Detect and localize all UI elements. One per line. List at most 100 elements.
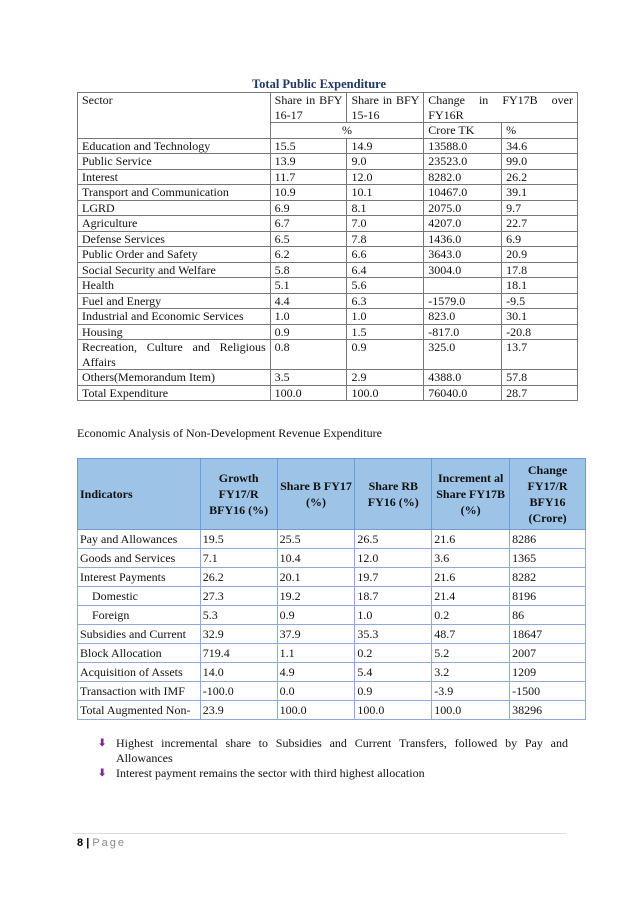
sector-cell: Recreation, Culture and Religious Affair… bbox=[77, 339, 271, 370]
value-cell: 5.2 bbox=[431, 643, 511, 663]
table-row: Goods and Services 7.1 10.4 12.0 3.6 1365 bbox=[77, 548, 586, 568]
value-cell: 0.2 bbox=[431, 605, 511, 625]
table-row: Industrial and Economic Services 1.0 1.0 82… bbox=[77, 308, 578, 325]
value-cell: 0.2 bbox=[354, 643, 433, 663]
value-cell: 48.7 bbox=[431, 624, 511, 644]
indicator-cell: Transaction with IMF bbox=[77, 681, 201, 701]
value-cell: -817.0 bbox=[423, 323, 503, 340]
table-row: Others(Memorandum Item) 3.5 2.9 4388.0 57.8 bbox=[77, 369, 578, 386]
value-cell: 14.0 bbox=[199, 662, 278, 682]
total-public-expenditure-table: Sector Share in BFY 16-17 Share in BFY 1… bbox=[77, 92, 578, 401]
value-cell: 9.0 bbox=[346, 153, 425, 170]
value-cell: 325.0 bbox=[423, 339, 503, 370]
value-cell: 7.0 bbox=[346, 215, 425, 232]
page-label: Page bbox=[92, 837, 127, 849]
value-cell: 12.0 bbox=[346, 168, 425, 185]
value-cell: 1209 bbox=[509, 662, 586, 682]
header-sector: Sector bbox=[77, 92, 271, 139]
value-cell: 99.0 bbox=[501, 153, 578, 170]
table-row: Interest Payments 26.2 20.1 19.7 21.6 8282 bbox=[77, 567, 586, 587]
value-cell: 1.1 bbox=[276, 643, 356, 663]
table1-title: Total Public Expenditure bbox=[251, 77, 387, 91]
column-header: Growth FY17/R BFY16 (%) bbox=[199, 458, 278, 530]
value-cell: 14.9 bbox=[346, 137, 425, 154]
header-unit-pct: % bbox=[269, 122, 425, 139]
value-cell: 19.7 bbox=[354, 567, 433, 587]
table-row: Housing 0.9 1.5 -817.0 -20.8 bbox=[77, 323, 578, 340]
indicator-cell: Goods and Services bbox=[77, 548, 201, 568]
table-row: Subsidies and Current 32.9 37.9 35.3 48.7 186… bbox=[77, 624, 586, 644]
bullet-item: ⬇ Highest incremental share to Subsidies … bbox=[98, 736, 568, 766]
value-cell: 20.9 bbox=[501, 246, 578, 263]
value-cell: -3.9 bbox=[431, 681, 511, 701]
table-row: LGRD 6.9 8.1 2075.0 9.7 bbox=[77, 199, 578, 216]
value-cell: 0.8 bbox=[269, 339, 348, 370]
sector-cell: Defense Services bbox=[77, 230, 271, 247]
value-cell: 21.6 bbox=[431, 567, 511, 587]
value-cell: 13588.0 bbox=[423, 137, 503, 154]
value-cell: 23523.0 bbox=[423, 153, 503, 170]
page-footer: 8 | Page bbox=[77, 837, 126, 849]
value-cell: 719.4 bbox=[199, 643, 278, 663]
value-cell: 3643.0 bbox=[423, 246, 503, 263]
value-cell: 2075.0 bbox=[423, 199, 503, 216]
value-cell: 28.7 bbox=[501, 384, 578, 401]
value-cell: 35.3 bbox=[354, 624, 433, 644]
value-cell: 30.1 bbox=[501, 308, 578, 325]
value-cell: 1436.0 bbox=[423, 230, 503, 247]
value-cell: 5.4 bbox=[354, 662, 433, 682]
value-cell: 26.5 bbox=[354, 529, 433, 549]
value-cell: 13.9 bbox=[269, 153, 348, 170]
value-cell: 3.5 bbox=[269, 369, 348, 386]
value-cell: 12.0 bbox=[354, 548, 433, 568]
value-cell: 10.1 bbox=[346, 184, 425, 201]
column-header: Share B FY17 (%) bbox=[276, 458, 356, 530]
indicator-cell: Total Augmented Non- bbox=[77, 700, 201, 720]
value-cell: 100.0 bbox=[276, 700, 356, 720]
value-cell: -100.0 bbox=[199, 681, 278, 701]
table-row: Agriculture 6.7 7.0 4207.0 22.7 bbox=[77, 215, 578, 232]
value-cell: 39.1 bbox=[501, 184, 578, 201]
value-cell: 8.1 bbox=[346, 199, 425, 216]
table-row: Total Augmented Non- 23.9 100.0 100.0 100.0 3… bbox=[77, 700, 586, 720]
value-cell: 11.7 bbox=[269, 168, 348, 185]
bullet-list: ⬇ Highest incremental share to Subsidies … bbox=[98, 736, 568, 781]
value-cell: 19.2 bbox=[276, 586, 356, 606]
table-row: Recreation, Culture and Religious Affair… bbox=[77, 339, 578, 370]
value-cell: 4388.0 bbox=[423, 369, 503, 386]
page-number: 8 bbox=[77, 837, 84, 849]
value-cell: 9.7 bbox=[501, 199, 578, 216]
header-unit-pct2: % bbox=[501, 122, 578, 139]
value-cell: 8282 bbox=[509, 567, 586, 587]
sector-cell: Transport and Communication bbox=[77, 184, 271, 201]
value-cell: 2.9 bbox=[346, 369, 425, 386]
table2-title: Economic Analysis of Non-Development Rev… bbox=[77, 426, 382, 440]
value-cell: 6.3 bbox=[346, 292, 425, 309]
value-cell: 5.1 bbox=[269, 277, 348, 294]
value-cell: 10.4 bbox=[276, 548, 356, 568]
indicator-cell: Domestic bbox=[77, 586, 201, 606]
value-cell: 100.0 bbox=[269, 384, 348, 401]
value-cell: 6.6 bbox=[346, 246, 425, 263]
value-cell: 6.9 bbox=[269, 199, 348, 216]
value-cell: 27.3 bbox=[199, 586, 278, 606]
value-cell: 6.9 bbox=[501, 230, 578, 247]
column-header: Increment al Share FY17B (%) bbox=[431, 458, 511, 530]
table-row: Total Expenditure 100.0 100.0 76040.0 28.7 bbox=[77, 384, 578, 401]
value-cell: 1.0 bbox=[346, 308, 425, 325]
value-cell: 15.5 bbox=[269, 137, 348, 154]
value-cell: 100.0 bbox=[431, 700, 511, 720]
value-cell: 4.9 bbox=[276, 662, 356, 682]
value-cell: 57.8 bbox=[501, 369, 578, 386]
value-cell: 19.5 bbox=[199, 529, 278, 549]
table-row: Foreign 5.3 0.9 1.0 0.2 86 bbox=[77, 605, 586, 625]
value-cell: -20.8 bbox=[501, 323, 578, 340]
value-cell: 26.2 bbox=[501, 168, 578, 185]
table-row: Health 5.1 5.6 18.1 bbox=[77, 277, 578, 294]
header-share-bfy1617: Share in BFY 16-17 bbox=[269, 92, 348, 123]
value-cell: 18647 bbox=[509, 624, 586, 644]
value-cell: 37.9 bbox=[276, 624, 356, 644]
table-row: Transaction with IMF -100.0 0.0 0.9 -3.9 -150… bbox=[77, 681, 586, 701]
column-header: Share RB FY16 (%) bbox=[354, 458, 433, 530]
value-cell: 22.7 bbox=[501, 215, 578, 232]
